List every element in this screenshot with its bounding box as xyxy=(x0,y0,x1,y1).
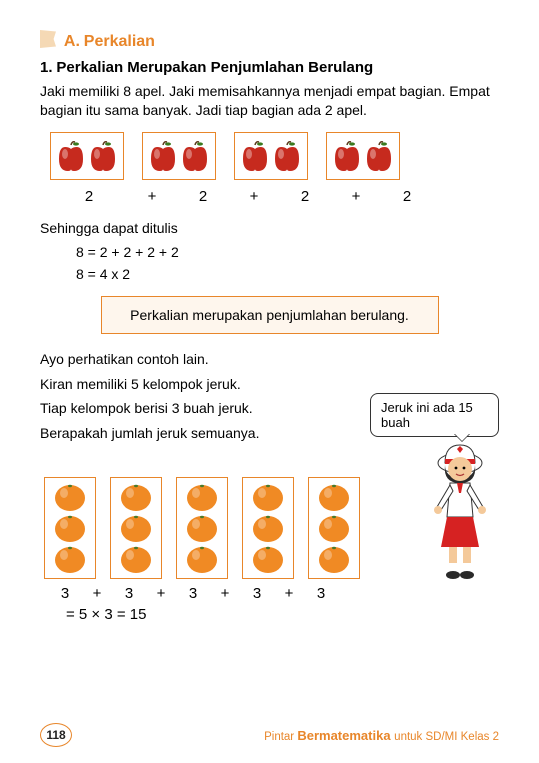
orange-icon xyxy=(185,544,219,574)
page-number: 118 xyxy=(40,723,72,747)
apple-icon xyxy=(87,139,119,173)
eq-value: 2 xyxy=(380,188,434,205)
apple-icon xyxy=(147,139,179,173)
sub-number: 1. xyxy=(40,59,53,76)
apple-group xyxy=(142,132,216,180)
section-header: A. Perkalian xyxy=(40,30,499,51)
section-letter: A. xyxy=(64,33,80,50)
orange-icon xyxy=(119,513,153,543)
orange-icon xyxy=(53,513,87,543)
apple-equation: 2+2+2+2 xyxy=(50,188,499,205)
orange-icon xyxy=(53,544,87,574)
rule-text: Perkalian merupakan penjumlahan berulang… xyxy=(130,307,409,323)
speech-text: Jeruk ini ada 15 buah xyxy=(381,400,473,430)
eq-value: 2 xyxy=(176,188,230,205)
orange-group xyxy=(44,477,96,579)
eq-op: + xyxy=(272,585,306,602)
orange-icon xyxy=(317,482,351,512)
orange-group xyxy=(242,477,294,579)
orange-group xyxy=(308,477,360,579)
eq-value: 3 xyxy=(242,585,272,602)
apple-icon xyxy=(331,139,363,173)
orange-icon xyxy=(119,482,153,512)
apple-icon xyxy=(239,139,271,173)
orange-icon xyxy=(317,544,351,574)
eq-op: + xyxy=(128,188,176,205)
apple-group xyxy=(50,132,124,180)
orange-eq-2: = 5 × 3 = 15 xyxy=(66,606,499,623)
apple-icon xyxy=(363,139,395,173)
eq-a: 8 = 2 + 2 + 2 + 2 xyxy=(76,244,499,260)
orange-icon xyxy=(185,513,219,543)
so-text: Sehingga dapat ditulis xyxy=(40,219,499,238)
apple-icon xyxy=(55,139,87,173)
eq-op: + xyxy=(208,585,242,602)
apple-icon xyxy=(179,139,211,173)
eq-value: 2 xyxy=(50,188,128,205)
girl-illustration xyxy=(415,435,505,588)
eq-op: + xyxy=(230,188,278,205)
footer-pre: Pintar xyxy=(264,731,297,743)
orange-icon xyxy=(119,544,153,574)
apple-row xyxy=(50,132,499,180)
p2: Kiran memiliki 5 kelompok jeruk. xyxy=(40,375,499,394)
footer-post: untuk SD/MI Kelas 2 xyxy=(394,731,499,743)
eq-op: + xyxy=(332,188,380,205)
orange-section: Tiap kelompok berisi 3 buah jeruk. Berap… xyxy=(40,399,499,623)
intro-text: Jaki memiliki 8 apel. Jaki memisahkannya… xyxy=(40,82,499,120)
footer-text: Pintar Bermatematika untuk SD/MI Kelas 2 xyxy=(264,728,499,743)
orange-icon xyxy=(53,482,87,512)
flag-icon xyxy=(40,30,56,48)
orange-group xyxy=(110,477,162,579)
footer: 118 Pintar Bermatematika untuk SD/MI Kel… xyxy=(40,723,499,747)
eq-op: + xyxy=(80,585,114,602)
p1: Ayo perhatikan contoh lain. xyxy=(40,350,499,369)
apple-group xyxy=(234,132,308,180)
eq-value: 3 xyxy=(178,585,208,602)
apple-group xyxy=(326,132,400,180)
section-title: Perkalian xyxy=(84,33,155,50)
eq-b: 8 = 4 x 2 xyxy=(76,266,499,282)
orange-icon xyxy=(317,513,351,543)
eq-value: 2 xyxy=(278,188,332,205)
rule-box: Perkalian merupakan penjumlahan berulang… xyxy=(101,296,439,334)
apple-icon xyxy=(271,139,303,173)
orange-icon xyxy=(251,513,285,543)
eq-value: 3 xyxy=(50,585,80,602)
eq-op: + xyxy=(144,585,178,602)
eq-value: 3 xyxy=(114,585,144,602)
speech-bubble: Jeruk ini ada 15 buah xyxy=(370,393,499,437)
sub-title: Perkalian Merupakan Penjumlahan Berulang xyxy=(56,59,373,76)
orange-group xyxy=(176,477,228,579)
footer-bold: Bermatematika xyxy=(297,728,394,743)
orange-icon xyxy=(251,544,285,574)
orange-icon xyxy=(251,482,285,512)
orange-icon xyxy=(185,482,219,512)
subsection-header: 1. Perkalian Merupakan Penjumlahan Berul… xyxy=(40,59,499,76)
eq-value: 3 xyxy=(306,585,336,602)
